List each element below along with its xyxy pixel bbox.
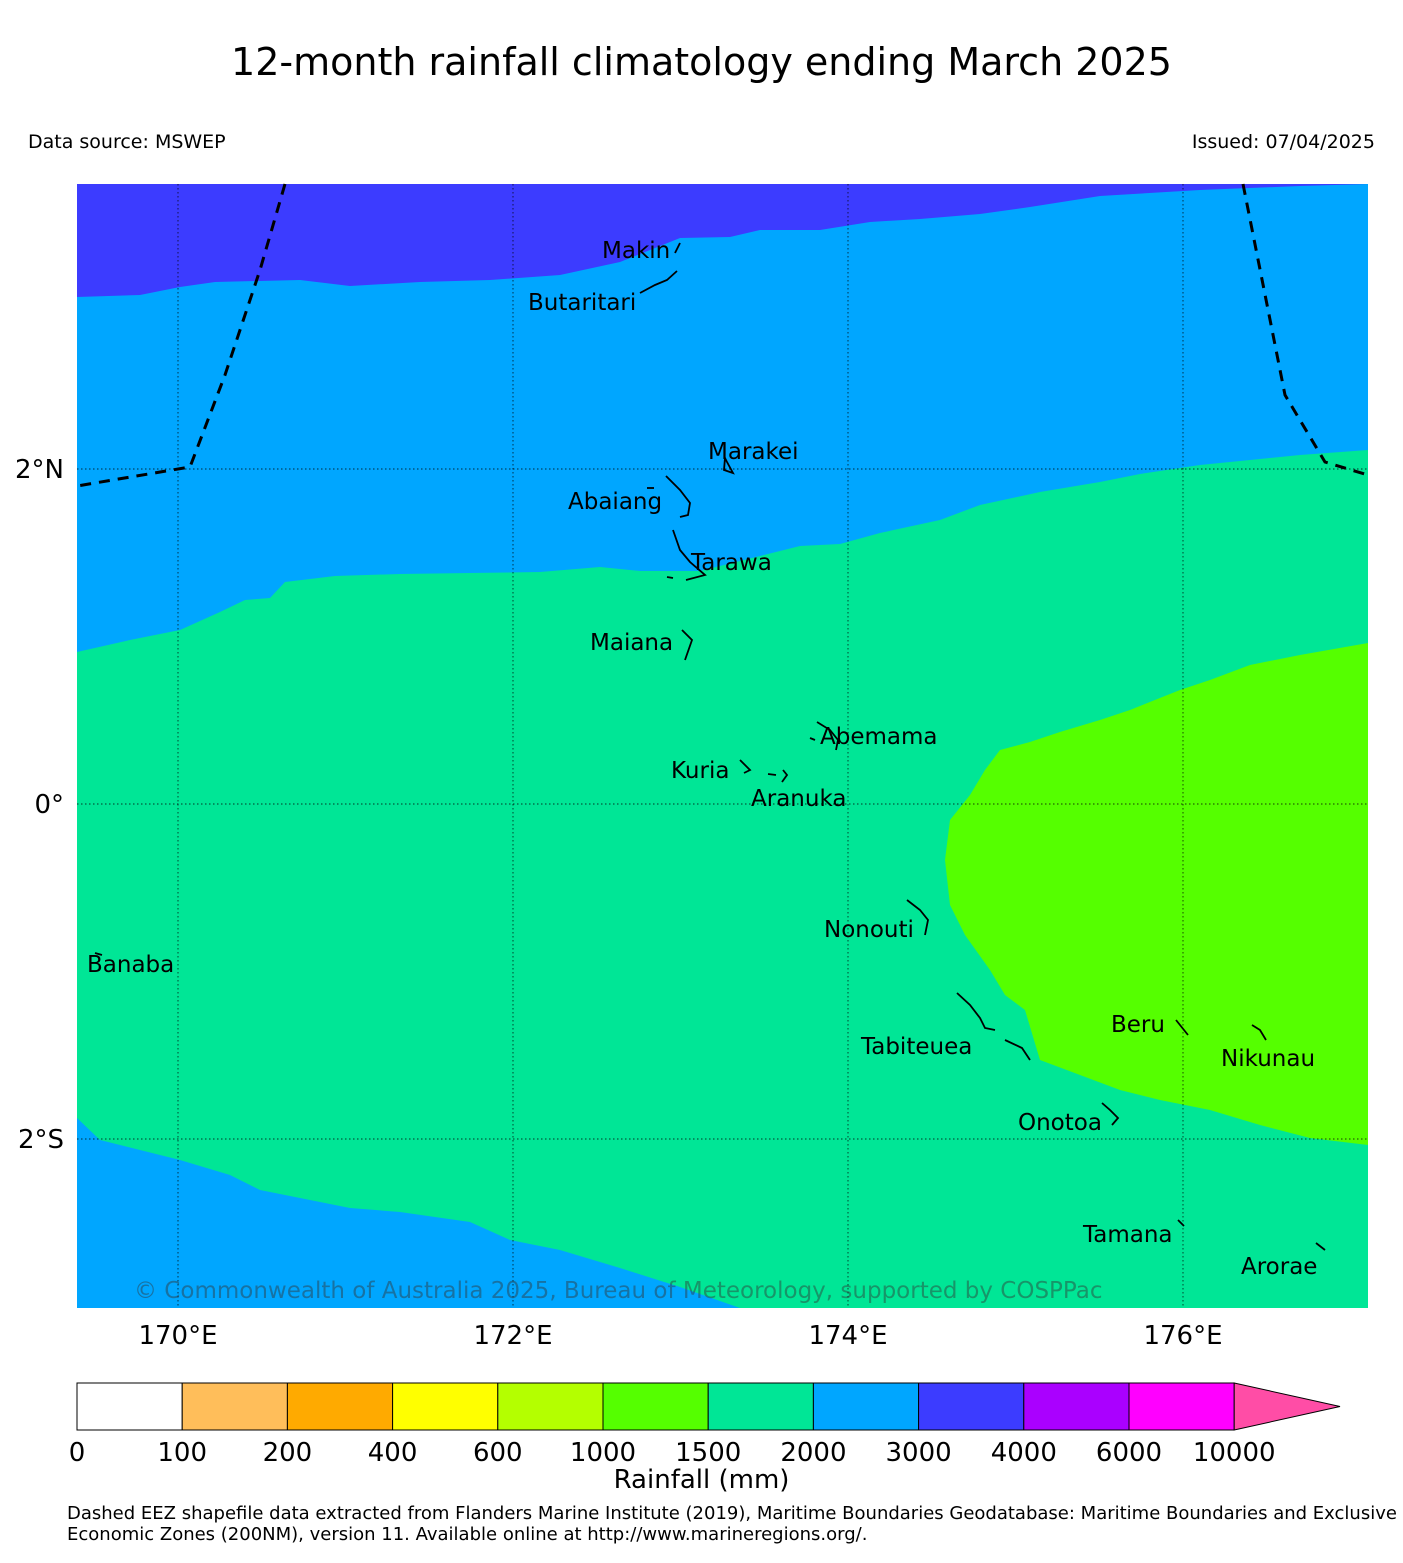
lat-label-2s: 2°S (18, 1125, 64, 1155)
latitude-labels: 2°N 0° 2°S (15, 455, 64, 1155)
data-source-label: Data source: MSWEP (28, 131, 226, 153)
colorbar-tick-label: 0 (69, 1438, 86, 1468)
colorbar-tick-label: 4000 (991, 1438, 1057, 1468)
colorbar-segment (181, 1382, 288, 1431)
zone-2000-3000-south (77, 1118, 740, 1308)
lon-label-174e: 174°E (808, 1321, 887, 1351)
place-label-arorae: Arorae (1241, 1254, 1317, 1280)
colorbar-extend-arrow (1233, 1382, 1341, 1431)
eez-footnote: Dashed EEZ shapefile data extracted from… (67, 1503, 1397, 1545)
colorbar-segment (707, 1382, 814, 1431)
island-outlines (94, 242, 1326, 1251)
eez-boundaries (76, 183, 1369, 488)
place-label-beru: Beru (1111, 1012, 1165, 1038)
zone-1000-1500 (945, 643, 1368, 1145)
graticule (77, 184, 1368, 1308)
colorbar-tick-label: 3000 (886, 1438, 952, 1468)
lon-label-172e: 172°E (473, 1321, 552, 1351)
colorbar-segment (497, 1382, 604, 1431)
lon-label-170e: 170°E (138, 1321, 217, 1351)
lat-label-2n: 2°N (15, 455, 64, 485)
colorbar-segment (76, 1382, 183, 1431)
rainfall-zones (77, 184, 1368, 1308)
copyright-watermark: © Commonwealth of Australia 2025, Bureau… (134, 1278, 1103, 1304)
colorbar-segment (286, 1382, 394, 1431)
place-label-abemama: Abemama (820, 724, 937, 750)
place-label-abaiang: Abaiang (568, 489, 662, 515)
colorbar-segment (392, 1382, 499, 1431)
colorbar-tick-label: 1500 (675, 1438, 741, 1468)
colorbar-tick-label: 10000 (1193, 1438, 1276, 1468)
map-title: 12-month rainfall climatology ending Mar… (231, 40, 1172, 84)
colorbar-segment (1023, 1382, 1130, 1431)
place-label-kuria: Kuria (671, 758, 729, 784)
colorbar-segment (812, 1382, 920, 1431)
issued-date-label: Issued: 07/04/2025 (1191, 131, 1375, 153)
place-label-banaba: Banaba (87, 952, 174, 978)
colorbar-tick-labels: 0 100 200 400 600 1000 1500 2000 3000 4000 6000 100… (69, 1438, 1276, 1468)
colorbar-tick-label: 400 (368, 1438, 418, 1468)
place-label-makin: Makin (602, 238, 670, 264)
place-label-butaritari: Butaritari (528, 290, 636, 316)
colorbar-tick-label: 1000 (570, 1438, 636, 1468)
place-label-tarawa: Tarawa (690, 550, 772, 576)
place-label-tabiteuea: Tabiteuea (860, 1034, 972, 1060)
colorbar-tick-label: 600 (473, 1438, 523, 1468)
lon-label-176e: 176°E (1143, 1321, 1222, 1351)
colorbar-tick-label: 2000 (780, 1438, 846, 1468)
place-label-aranuka: Aranuka (751, 786, 846, 812)
zone-1500-2000 (77, 450, 1368, 1308)
place-labels: Makin Butaritari Marakei Abaiang Tarawa … (87, 238, 1317, 1280)
place-label-maiana: Maiana (590, 630, 673, 656)
colorbar-tick-label: 6000 (1096, 1438, 1162, 1468)
place-label-nonouti: Nonouti (824, 917, 914, 943)
colorbar (76, 1382, 1341, 1431)
colorbar-title: Rainfall (mm) (613, 1465, 790, 1495)
colorbar-tick-label: 200 (263, 1438, 313, 1468)
place-label-marakei: Marakei (708, 439, 799, 465)
place-label-onotoa: Onotoa (1018, 1110, 1102, 1136)
place-label-nikunau: Nikunau (1221, 1046, 1315, 1072)
lat-label-0: 0° (34, 790, 64, 820)
colorbar-segment (1128, 1382, 1235, 1431)
colorbar-tick-label: 100 (157, 1438, 207, 1468)
longitude-labels: 170°E 172°E 174°E 176°E (138, 1321, 1222, 1351)
place-label-tamana: Tamana (1082, 1222, 1173, 1248)
colorbar-segment (918, 1382, 1025, 1431)
colorbar-segment (602, 1382, 709, 1431)
